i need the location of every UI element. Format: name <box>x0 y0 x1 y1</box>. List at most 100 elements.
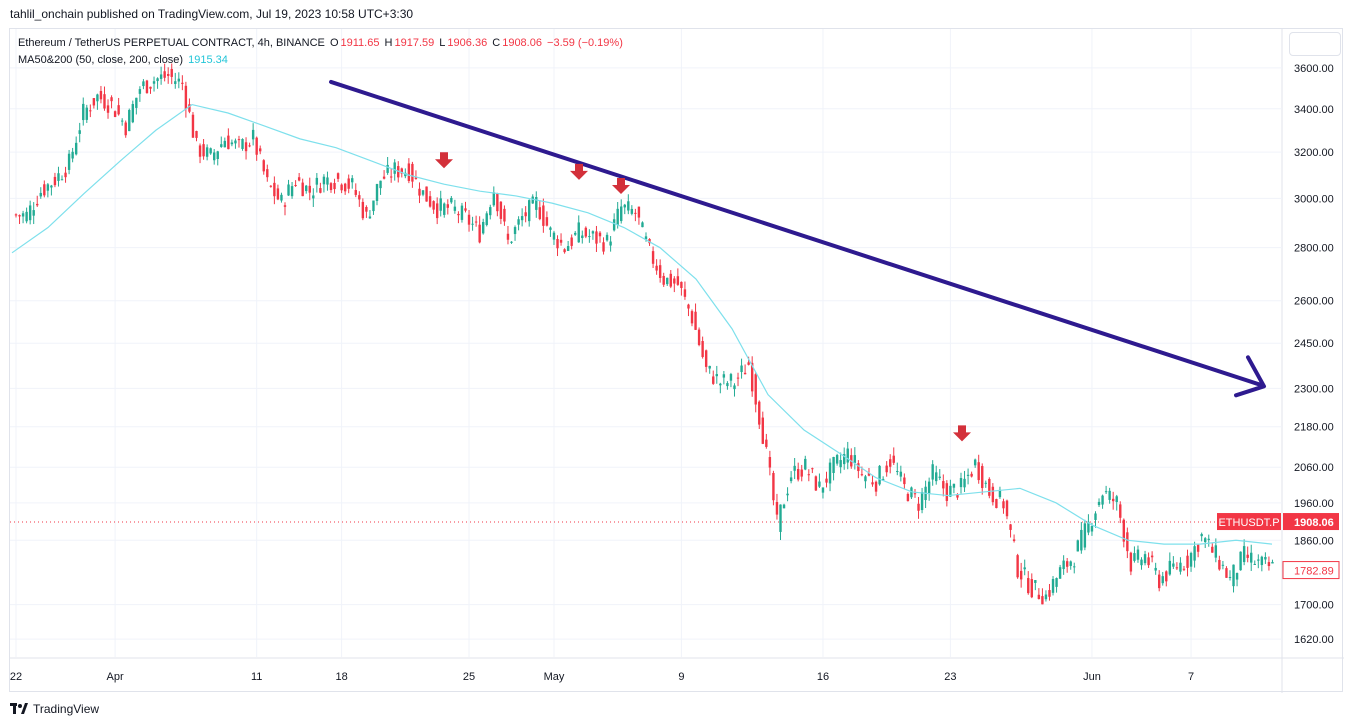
candle-body <box>510 241 513 243</box>
candle-body <box>857 463 860 472</box>
candle-body <box>443 203 446 215</box>
candle-body <box>1051 578 1055 593</box>
x-tick-label: 7 <box>1188 671 1194 683</box>
candle-body <box>428 196 432 207</box>
candle-body <box>25 211 28 222</box>
candle-body <box>1140 559 1143 566</box>
candle-body <box>71 151 74 159</box>
candle-body <box>1126 532 1129 552</box>
candle-body <box>262 160 265 172</box>
candle-body <box>50 185 53 188</box>
candle-body <box>400 168 403 174</box>
candle-body <box>559 239 563 243</box>
candle-body <box>701 341 704 357</box>
candle-body <box>800 469 803 477</box>
candle-body <box>889 459 892 467</box>
candle-body <box>726 383 729 387</box>
candle-body <box>988 478 991 496</box>
candle-body <box>273 182 276 197</box>
x-tick-label: Jun <box>1083 671 1101 683</box>
candle-body <box>644 236 648 240</box>
y-tick-label: 1860.00 <box>1294 535 1334 547</box>
candle-body <box>99 90 103 100</box>
candle-body <box>747 362 750 365</box>
candle-body <box>517 219 520 225</box>
chart-control-box[interactable] <box>1289 32 1341 56</box>
candle-body <box>492 192 496 206</box>
candle-body <box>375 184 379 201</box>
candle-body <box>113 111 117 117</box>
y-tick-label: 2060.00 <box>1294 462 1334 474</box>
candle-body <box>878 465 881 485</box>
ma-indicator-name[interactable]: MA50&200 (50, close, 200, close) <box>18 54 184 66</box>
candle-body <box>489 207 492 216</box>
x-tick-label: Apr <box>107 671 124 683</box>
candle-body <box>694 311 697 330</box>
candle-body <box>595 231 598 244</box>
candle-body <box>584 227 588 237</box>
candle-body <box>970 473 973 477</box>
candle-body <box>804 458 807 470</box>
candle-body <box>389 176 393 178</box>
candle-body <box>634 212 637 214</box>
trend-arrow-line[interactable] <box>329 79 1264 388</box>
candle-body <box>952 483 956 488</box>
candle-body <box>913 493 917 495</box>
candle-body <box>450 197 453 203</box>
candle-body <box>1129 552 1133 572</box>
candle-body <box>326 177 329 185</box>
last-price-tag-label: 1908.06 <box>1294 517 1334 529</box>
candle-body <box>315 177 319 185</box>
marker-down-arrow-icon <box>570 163 588 180</box>
candle-body <box>120 120 124 122</box>
candle-body <box>920 492 924 511</box>
candle-body <box>658 265 662 278</box>
candle-body <box>1076 540 1079 552</box>
candle-body <box>382 176 386 179</box>
candle-body <box>1027 578 1030 594</box>
ma-price-tag <box>1282 561 1340 580</box>
candle-body <box>839 460 842 468</box>
candle-body <box>1012 539 1016 541</box>
candle-body <box>963 478 966 488</box>
candle-body <box>867 473 871 476</box>
candle-body <box>818 481 821 487</box>
candle-body <box>1207 538 1210 540</box>
candle-body <box>1168 560 1172 575</box>
candle-body <box>1260 556 1264 566</box>
candle-body <box>237 139 241 141</box>
close-label: C <box>492 37 501 49</box>
chart-frame[interactable]: 3600.00 3400.00 3200.00 3000.00 2800.00 2600.… <box>9 28 1344 693</box>
candle-body <box>598 232 602 237</box>
candle-body <box>1048 590 1051 597</box>
chart-canvas[interactable]: 3600.00 3400.00 3200.00 3000.00 2800.00 2600.… <box>10 29 1344 693</box>
y-tick-label: 3600.00 <box>1294 63 1334 75</box>
candle-body <box>1115 496 1118 503</box>
open-value: 1911.65 <box>340 37 380 49</box>
candle-body <box>67 153 71 170</box>
candle-body <box>460 205 464 220</box>
candle-body <box>220 144 223 147</box>
candle-body <box>765 439 768 447</box>
symbol-price-tag <box>1217 513 1281 531</box>
candle-body <box>1239 551 1242 571</box>
candle-body <box>513 227 517 235</box>
candle-body <box>1232 564 1235 587</box>
y-tick-label: 2450.00 <box>1294 338 1334 350</box>
candle-body <box>1271 561 1274 564</box>
symbol-name[interactable]: Ethereum / TetherUS PERPETUAL CONTRACT, … <box>18 37 325 49</box>
candle-body <box>1016 555 1019 578</box>
candle-body <box>485 213 488 225</box>
candle-body <box>251 129 255 140</box>
candle-body <box>1143 554 1147 564</box>
candle-body <box>825 478 828 483</box>
y-tick-label: 1620.00 <box>1294 634 1334 646</box>
candle-body <box>290 186 294 197</box>
candle-body <box>1200 534 1203 537</box>
candle-body <box>623 204 626 208</box>
candle-body <box>620 206 623 222</box>
candle-body <box>1211 546 1214 553</box>
candle-body <box>446 204 449 208</box>
tradingview-logo-icon <box>10 703 28 714</box>
candle-body <box>57 173 60 181</box>
